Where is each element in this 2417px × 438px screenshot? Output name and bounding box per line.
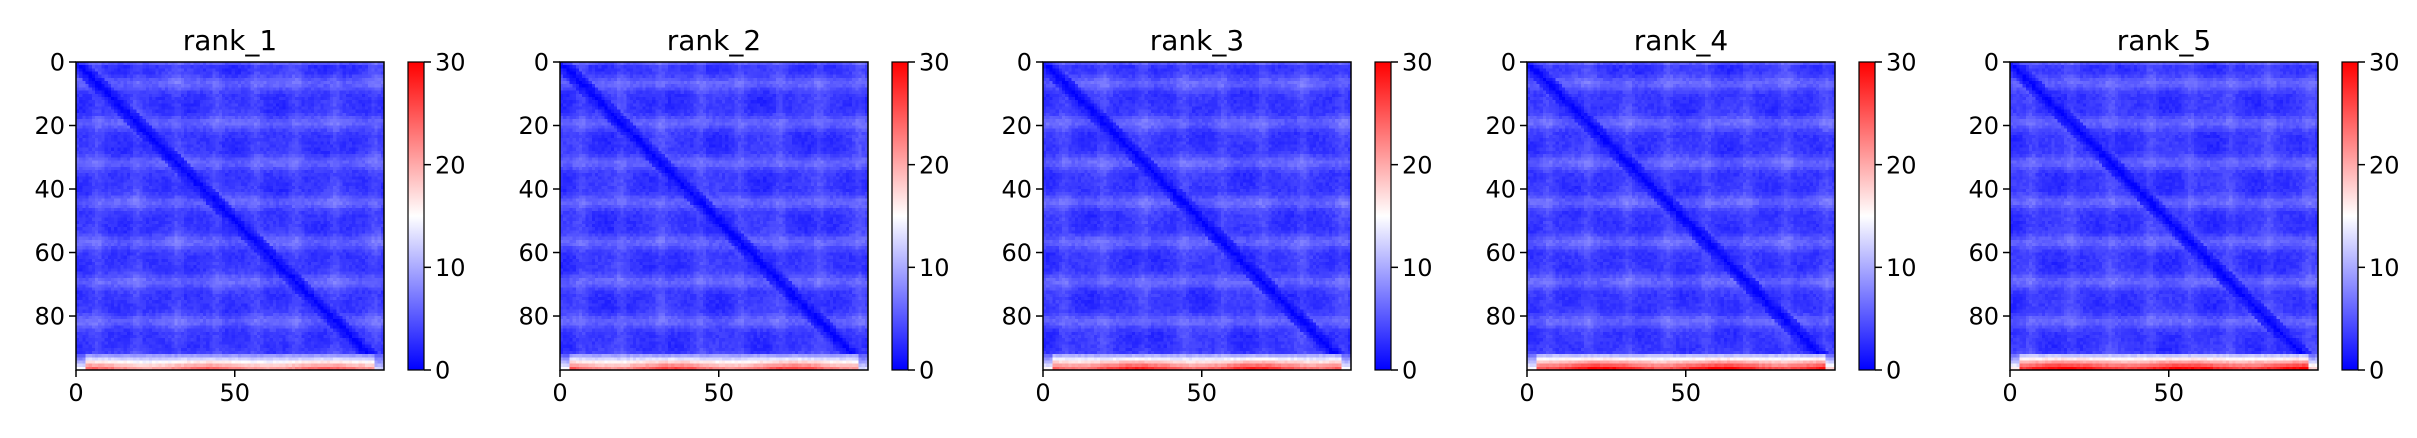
x-tick-label: 0 [552, 379, 567, 407]
x-tick-label: 0 [1519, 379, 1534, 407]
y-tick-label: 80 [1968, 303, 1999, 331]
colorbar-tick-label: 30 [1886, 49, 1917, 77]
axes-frame [75, 61, 385, 371]
colorbar-tick-label: 0 [1402, 357, 1417, 385]
colorbar [407, 61, 425, 371]
panel-title: rank_4 [1634, 24, 1728, 57]
colorbar-tick-label: 30 [2369, 49, 2400, 77]
x-tick-label: 50 [703, 379, 734, 407]
y-tick-label: 0 [534, 49, 549, 77]
heatmap-matrix [1527, 62, 1835, 370]
colorbar [2341, 61, 2359, 371]
x-tick-label: 0 [68, 379, 83, 407]
colorbar [891, 61, 909, 371]
heatmap-matrix [2010, 62, 2318, 370]
y-tick-label: 60 [1001, 239, 1032, 267]
colorbar-tick-label: 30 [435, 49, 466, 77]
axes-frame [1526, 61, 1836, 371]
y-tick-label: 80 [1485, 303, 1516, 331]
y-tick-label: 0 [1017, 49, 1032, 77]
panel-3: rank_3 0 20 40 60 80 0 50 0 10 20 30 [1001, 24, 1432, 407]
panel-5: rank_5 0 20 40 60 80 0 50 0 10 20 30 [1968, 24, 2399, 407]
x-tick-label: 50 [1186, 379, 1217, 407]
y-tick-label: 20 [1001, 112, 1032, 140]
y-tick-label: 0 [50, 49, 65, 77]
y-tick-label: 80 [518, 303, 549, 331]
colorbar-tick-label: 0 [1886, 357, 1901, 385]
colorbar-tick-label: 20 [1402, 151, 1433, 179]
y-tick-label: 0 [1501, 49, 1516, 77]
y-tick-label: 80 [1001, 303, 1032, 331]
colorbar [1858, 61, 1876, 371]
axes-frame [559, 61, 869, 371]
panel-4: rank_4 0 20 40 60 80 0 50 0 10 20 30 [1485, 24, 1916, 407]
heatmap-matrix [1043, 62, 1351, 370]
panel-title: rank_1 [183, 24, 277, 57]
x-tick-label: 50 [219, 379, 250, 407]
y-tick-label: 20 [1968, 112, 1999, 140]
colorbar-tick-label: 10 [1886, 254, 1917, 282]
colorbar-tick-label: 30 [919, 49, 950, 77]
colorbar-tick-label: 10 [919, 254, 950, 282]
x-tick-label: 50 [2153, 379, 2184, 407]
y-tick-label: 0 [1984, 49, 1999, 77]
y-tick-label: 40 [1001, 176, 1032, 204]
colorbar-tick-label: 20 [1886, 151, 1917, 179]
colorbar-tick-label: 0 [435, 357, 450, 385]
x-tick-label: 0 [1035, 379, 1050, 407]
panel-title: rank_2 [667, 24, 761, 57]
x-tick-label: 0 [2002, 379, 2017, 407]
y-tick-label: 60 [518, 239, 549, 267]
colorbar-tick-label: 20 [2369, 151, 2400, 179]
axes-frame [1042, 61, 1352, 371]
y-tick-label: 60 [1485, 239, 1516, 267]
panel-title: rank_5 [2117, 24, 2211, 57]
y-tick-label: 60 [34, 239, 65, 267]
colorbar-tick-label: 10 [1402, 254, 1433, 282]
y-tick-label: 80 [34, 303, 65, 331]
y-tick-label: 40 [518, 176, 549, 204]
axes-frame [2009, 61, 2319, 371]
colorbar-tick-label: 0 [919, 357, 934, 385]
colorbar [1374, 61, 1392, 371]
colorbar-tick-label: 10 [2369, 254, 2400, 282]
panel-title: rank_3 [1150, 24, 1244, 57]
y-tick-label: 40 [1485, 176, 1516, 204]
x-tick-label: 50 [1670, 379, 1701, 407]
colorbar-tick-label: 0 [2369, 357, 2384, 385]
y-tick-label: 60 [1968, 239, 1999, 267]
heatmap-matrix [76, 62, 384, 370]
y-tick-label: 40 [34, 176, 65, 204]
panel-2: rank_2 0 20 40 60 80 0 50 0 10 20 30 [518, 24, 949, 407]
y-tick-label: 40 [1968, 176, 1999, 204]
colorbar-tick-label: 30 [1402, 49, 1433, 77]
y-tick-label: 20 [34, 112, 65, 140]
colorbar-tick-label: 20 [919, 151, 950, 179]
y-tick-label: 20 [1485, 112, 1516, 140]
heatmap-matrix [560, 62, 868, 370]
colorbar-tick-label: 10 [435, 254, 466, 282]
panel-1: rank_1 0 20 40 60 80 0 50 0 10 20 30 [34, 24, 465, 407]
y-tick-label: 20 [518, 112, 549, 140]
colorbar-tick-label: 20 [435, 151, 466, 179]
